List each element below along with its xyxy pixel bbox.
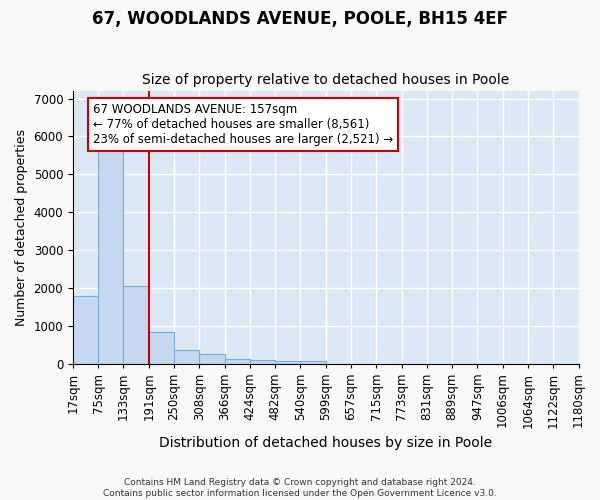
Bar (199, 354, 224, 364)
Text: Contains HM Land Registry data © Crown copyright and database right 2024.
Contai: Contains HM Land Registry data © Crown c… (103, 478, 497, 498)
Bar (250, 360, 275, 364)
Text: 67, WOODLANDS AVENUE, POOLE, BH15 4EF: 67, WOODLANDS AVENUE, POOLE, BH15 4EF (92, 10, 508, 28)
Bar (124, 286, 149, 364)
Text: 67 WOODLANDS AVENUE: 157sqm
← 77% of detached houses are smaller (8,561)
23% of : 67 WOODLANDS AVENUE: 157sqm ← 77% of det… (93, 103, 394, 146)
Bar (275, 361, 301, 364)
Bar (98, 146, 124, 364)
Y-axis label: Number of detached properties: Number of detached properties (15, 128, 28, 326)
X-axis label: Distribution of detached houses by size in Poole: Distribution of detached houses by size … (159, 436, 492, 450)
Bar (73, 296, 98, 364)
Bar (174, 350, 199, 364)
Bar (149, 332, 174, 364)
Bar (301, 361, 326, 364)
Bar (224, 359, 250, 364)
Title: Size of property relative to detached houses in Poole: Size of property relative to detached ho… (142, 73, 509, 87)
